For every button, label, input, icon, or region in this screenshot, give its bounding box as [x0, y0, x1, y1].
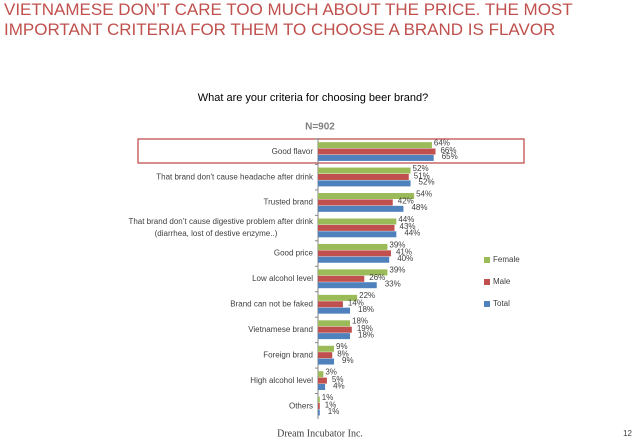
- value-label: 8%: [337, 349, 349, 358]
- value-label: 1%: [325, 400, 337, 409]
- legend-label: Male: [493, 277, 511, 286]
- category-label: (diarrhea, lost of destive enzyme..): [155, 229, 278, 238]
- category-label: Good price: [274, 249, 314, 258]
- bar: [318, 167, 411, 174]
- value-label: 52%: [419, 178, 435, 187]
- bar: [318, 320, 351, 327]
- category-label: Vietnamese brand: [248, 325, 313, 334]
- value-label: 18%: [358, 305, 374, 314]
- category-label: High alcohol level: [250, 376, 313, 385]
- bar: [318, 377, 327, 384]
- category-label: That brand don’t cause digestive problem…: [128, 217, 314, 226]
- bar: [318, 384, 326, 391]
- bar: [318, 148, 436, 155]
- category-label: That brand don't cause headache after dr…: [156, 172, 314, 181]
- value-label: 1%: [322, 393, 334, 402]
- bar: [318, 333, 351, 340]
- value-label: 48%: [411, 203, 427, 212]
- legend-swatch: [484, 279, 490, 285]
- bar: [318, 282, 377, 289]
- bar: [318, 224, 395, 231]
- value-label: 9%: [336, 342, 348, 351]
- value-label: 52%: [413, 164, 429, 173]
- bar: [318, 256, 390, 263]
- value-label: 66%: [440, 146, 456, 155]
- sample-size: N=902: [305, 122, 335, 133]
- bar: [318, 193, 415, 200]
- legend-label: Female: [493, 255, 520, 264]
- chart-subtitle: What are your criteria for choosing beer…: [198, 92, 429, 104]
- value-label: 1%: [328, 407, 340, 416]
- value-label: 44%: [398, 215, 414, 224]
- value-label: 43%: [400, 222, 416, 231]
- value-label: 3%: [325, 368, 337, 377]
- value-label: 64%: [434, 138, 450, 147]
- bar: [318, 409, 320, 416]
- category-label: Trusted brand: [263, 198, 313, 207]
- value-label: 39%: [389, 266, 405, 275]
- bar: [318, 396, 320, 403]
- bar: [318, 199, 393, 206]
- value-label: 14%: [348, 299, 364, 308]
- value-label: 19%: [357, 324, 373, 333]
- value-label: 22%: [359, 291, 375, 300]
- value-label: 33%: [385, 280, 401, 289]
- value-label: 51%: [414, 171, 430, 180]
- bar: [318, 231, 397, 238]
- legend-label: Total: [493, 299, 510, 308]
- value-label: 9%: [342, 356, 354, 365]
- bar: [318, 345, 335, 352]
- bar: [318, 326, 352, 333]
- bar: [318, 301, 343, 308]
- value-label: 44%: [404, 229, 420, 238]
- bar: [318, 243, 388, 250]
- bar: [318, 403, 320, 410]
- value-label: 54%: [416, 189, 432, 198]
- bar: [318, 142, 432, 149]
- bar: [318, 269, 388, 276]
- bar: [318, 180, 411, 187]
- value-label: 42%: [398, 197, 414, 206]
- value-label: 18%: [358, 330, 374, 339]
- chart-title: VIETNAMESE DON’T CARE TOO MUCH ABOUT THE…: [4, 0, 577, 39]
- legend-swatch: [484, 301, 490, 307]
- footer: Dream Incubator Inc.: [277, 428, 363, 439]
- value-label: 40%: [397, 254, 413, 263]
- value-label: 4%: [333, 381, 345, 390]
- bar: [318, 371, 324, 378]
- bar: [318, 307, 351, 314]
- category-label: Low alcohol level: [252, 274, 313, 283]
- value-label: 5%: [332, 375, 344, 384]
- bar: [318, 352, 333, 359]
- category-label: Brand can not be faked: [230, 300, 313, 309]
- legend-swatch: [484, 257, 490, 263]
- value-label: 26%: [369, 273, 385, 282]
- value-label: 41%: [396, 248, 412, 257]
- category-label: Others: [289, 401, 313, 410]
- bar: [318, 173, 409, 180]
- bar: [318, 218, 397, 225]
- value-label: 39%: [389, 240, 405, 249]
- value-label: 18%: [352, 317, 368, 326]
- highlight-box: [137, 138, 525, 164]
- bar: [318, 250, 391, 257]
- bar: [318, 205, 404, 212]
- page-number: 12: [623, 429, 632, 438]
- category-label: Foreign brand: [263, 350, 313, 359]
- value-label: 65%: [442, 152, 458, 161]
- bar: [318, 275, 365, 282]
- bar: [318, 294, 358, 301]
- category-label: Good flavor: [272, 147, 314, 156]
- bar: [318, 358, 335, 365]
- bar: [318, 154, 434, 161]
